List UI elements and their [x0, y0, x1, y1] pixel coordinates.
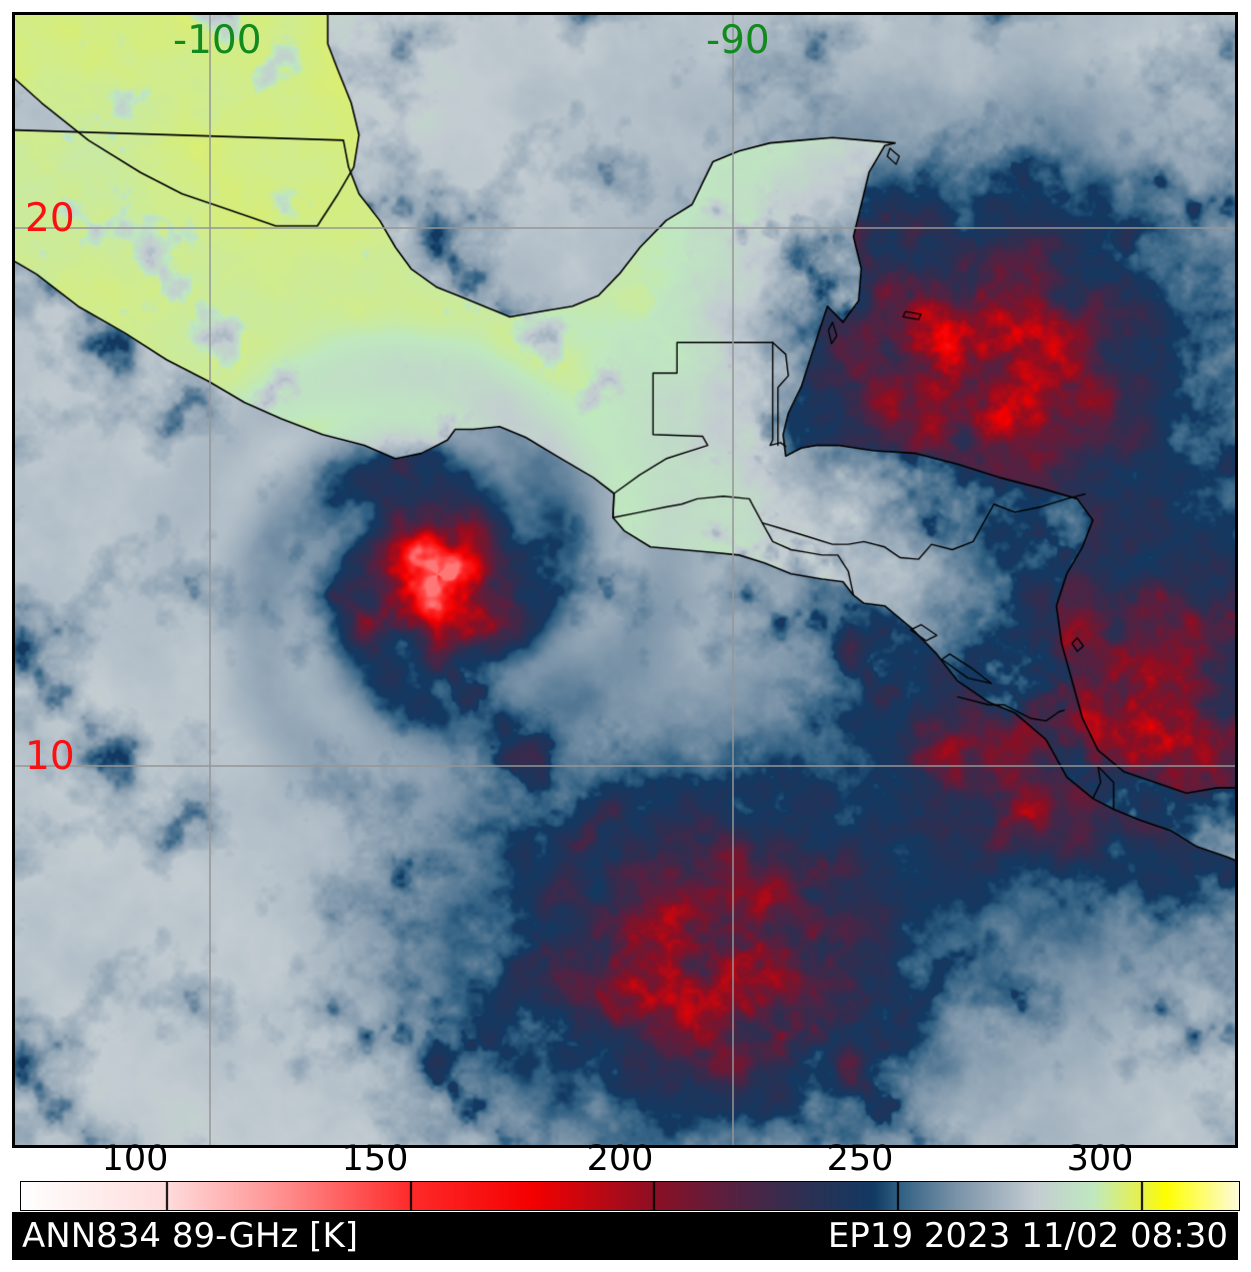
lon-label--100: -100 — [173, 18, 262, 63]
colorbar — [20, 1181, 1240, 1211]
lon-label--90: -90 — [706, 18, 770, 63]
lat-label-10: 10 — [25, 734, 75, 779]
product-label: ANN834 89-GHz [K] — [22, 1216, 358, 1256]
caption-bar: ANN834 89-GHz [K] EP19 2023 11/02 08:30 — [12, 1212, 1238, 1260]
colorbar-gradient — [21, 1182, 1239, 1210]
brightness-temperature-raster — [15, 15, 1235, 1145]
storm-timestamp-label: EP19 2023 11/02 08:30 — [827, 1216, 1228, 1256]
lat-label-20: 20 — [25, 196, 75, 241]
map-panel: -100 -90 20 10 — [12, 12, 1238, 1148]
